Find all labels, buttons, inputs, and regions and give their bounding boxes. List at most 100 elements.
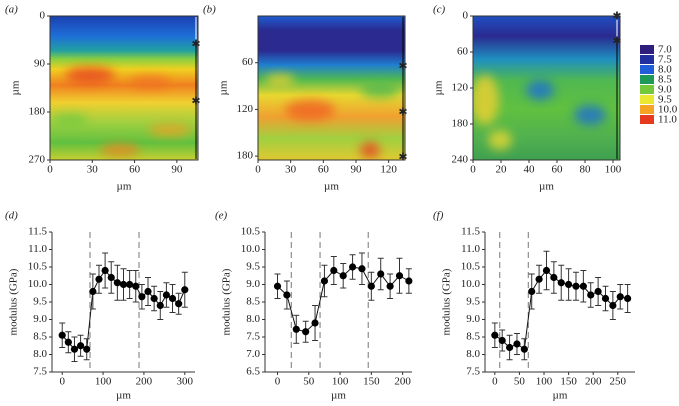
data-point [498,336,506,345]
data-point [162,291,170,299]
y-tick-label: 10.0 [241,243,261,255]
y-tick-label: 9.0 [33,313,47,325]
svg-text:✱: ✱ [612,11,621,23]
y-tick-label: 0 [40,10,46,22]
y-tick-label: 7.5 [33,366,47,378]
panel-label: (a) [5,4,18,16]
data-point [367,282,375,290]
colorbar-label: 10.0 [658,104,678,116]
y-tick-label: 9.0 [246,278,260,290]
profile-markers: ✱ ✱ ✱ ✱ ✱ ✱ ✱ [191,11,621,164]
data-point [594,287,602,296]
data-point [101,266,109,275]
svg-text:✱: ✱ [398,152,407,164]
svg-text:✱: ✱ [612,36,621,48]
svg-text:✱: ✱ [398,61,407,73]
y-tick-label: 9.5 [33,296,47,308]
y-tick-label: 60 [242,56,254,68]
y-tick-label: 180 [29,106,46,118]
data-point [175,300,183,308]
data-point [150,294,158,303]
x-tick-label: 0 [47,164,53,176]
x-tick-label: 120 [380,164,397,176]
y-axis-label: modulus (GPa) [8,268,20,335]
x-tick-label: 100 [536,376,553,388]
data-point [557,279,565,287]
y-tick-label: 8.0 [466,348,480,360]
data-point [113,279,121,287]
y-tick-label: 10.5 [461,261,481,273]
data-point [273,282,282,290]
y-tick-label: 8.5 [466,331,480,343]
y-tick-label: 180 [452,118,469,130]
svg-text:✱: ✱ [191,39,200,51]
y-tick-label: 9.5 [246,261,260,273]
panel-label: (d) [5,210,18,222]
data-point [126,280,134,289]
data-point [83,345,91,353]
heatmap-image [50,16,620,160]
data-point [311,319,319,327]
x-tick-label: 90 [171,164,183,176]
data-point [58,331,66,339]
y-tick-label: 60 [457,46,469,58]
colorbar-swatch [640,55,654,64]
data-point [64,338,72,346]
plot-frame [257,15,406,161]
y-tick-label: 8.0 [246,313,260,325]
colorbar-label: 8.0 [658,64,672,76]
panel-label: (f) [433,210,444,222]
data-point [520,345,528,353]
svg-text:✱: ✱ [398,107,407,119]
colorbar-label: 8.5 [658,74,672,86]
data-point [156,301,164,310]
x-tick-label: 150 [363,376,380,388]
data-point [609,301,617,310]
data-point [144,287,152,296]
data-point [405,277,413,285]
y-tick-label: 7.5 [246,331,260,343]
y-tick-label: 120 [237,103,254,115]
data-point [535,275,543,283]
colorbar-swatch [640,85,654,94]
data-point [168,294,177,303]
data-point [550,273,558,282]
x-tick-label: 50 [303,376,315,388]
y-axis-label: µm [218,80,230,95]
y-tick-label: 9.0 [466,313,480,325]
x-tick-label: 50 [514,376,526,388]
x-tick-label: 60 [129,164,141,176]
x-tick-label: 80 [580,164,592,176]
colorbar-label: 11.0 [658,114,677,126]
y-tick-label: 8.0 [33,348,47,360]
data-point [181,286,189,294]
y-tick-label: 180 [237,150,254,162]
x-tick-label: 60 [318,164,330,176]
svg-text:✱: ✱ [191,96,200,108]
data-point [528,287,536,296]
y-tick-label: 8.5 [33,331,47,343]
data-point [491,331,499,339]
colorbar-swatch [640,45,654,54]
data-point [348,263,357,271]
data-point [77,342,85,350]
data-point [283,291,291,299]
colorbar-swatch [640,95,654,104]
x-axis-label: µm [324,181,339,193]
colorbar-label: 9.0 [658,84,672,96]
plot-frame [49,15,199,161]
y-tick-label: 9.5 [466,296,480,308]
data-point [330,266,338,275]
colorbar-swatch [640,75,654,84]
y-tick-label: 7.5 [466,366,480,378]
data-point [386,282,394,290]
y-axis-label: modulus (GPa) [221,268,233,335]
y-tick-label: 10.0 [28,278,48,290]
data-point [119,280,128,289]
x-tick-label: 0 [255,164,261,176]
y-tick-label: 10.5 [241,226,261,238]
x-tick-label: 90 [351,164,363,176]
data-point [132,282,140,290]
y-axis-label: µm [433,80,445,95]
